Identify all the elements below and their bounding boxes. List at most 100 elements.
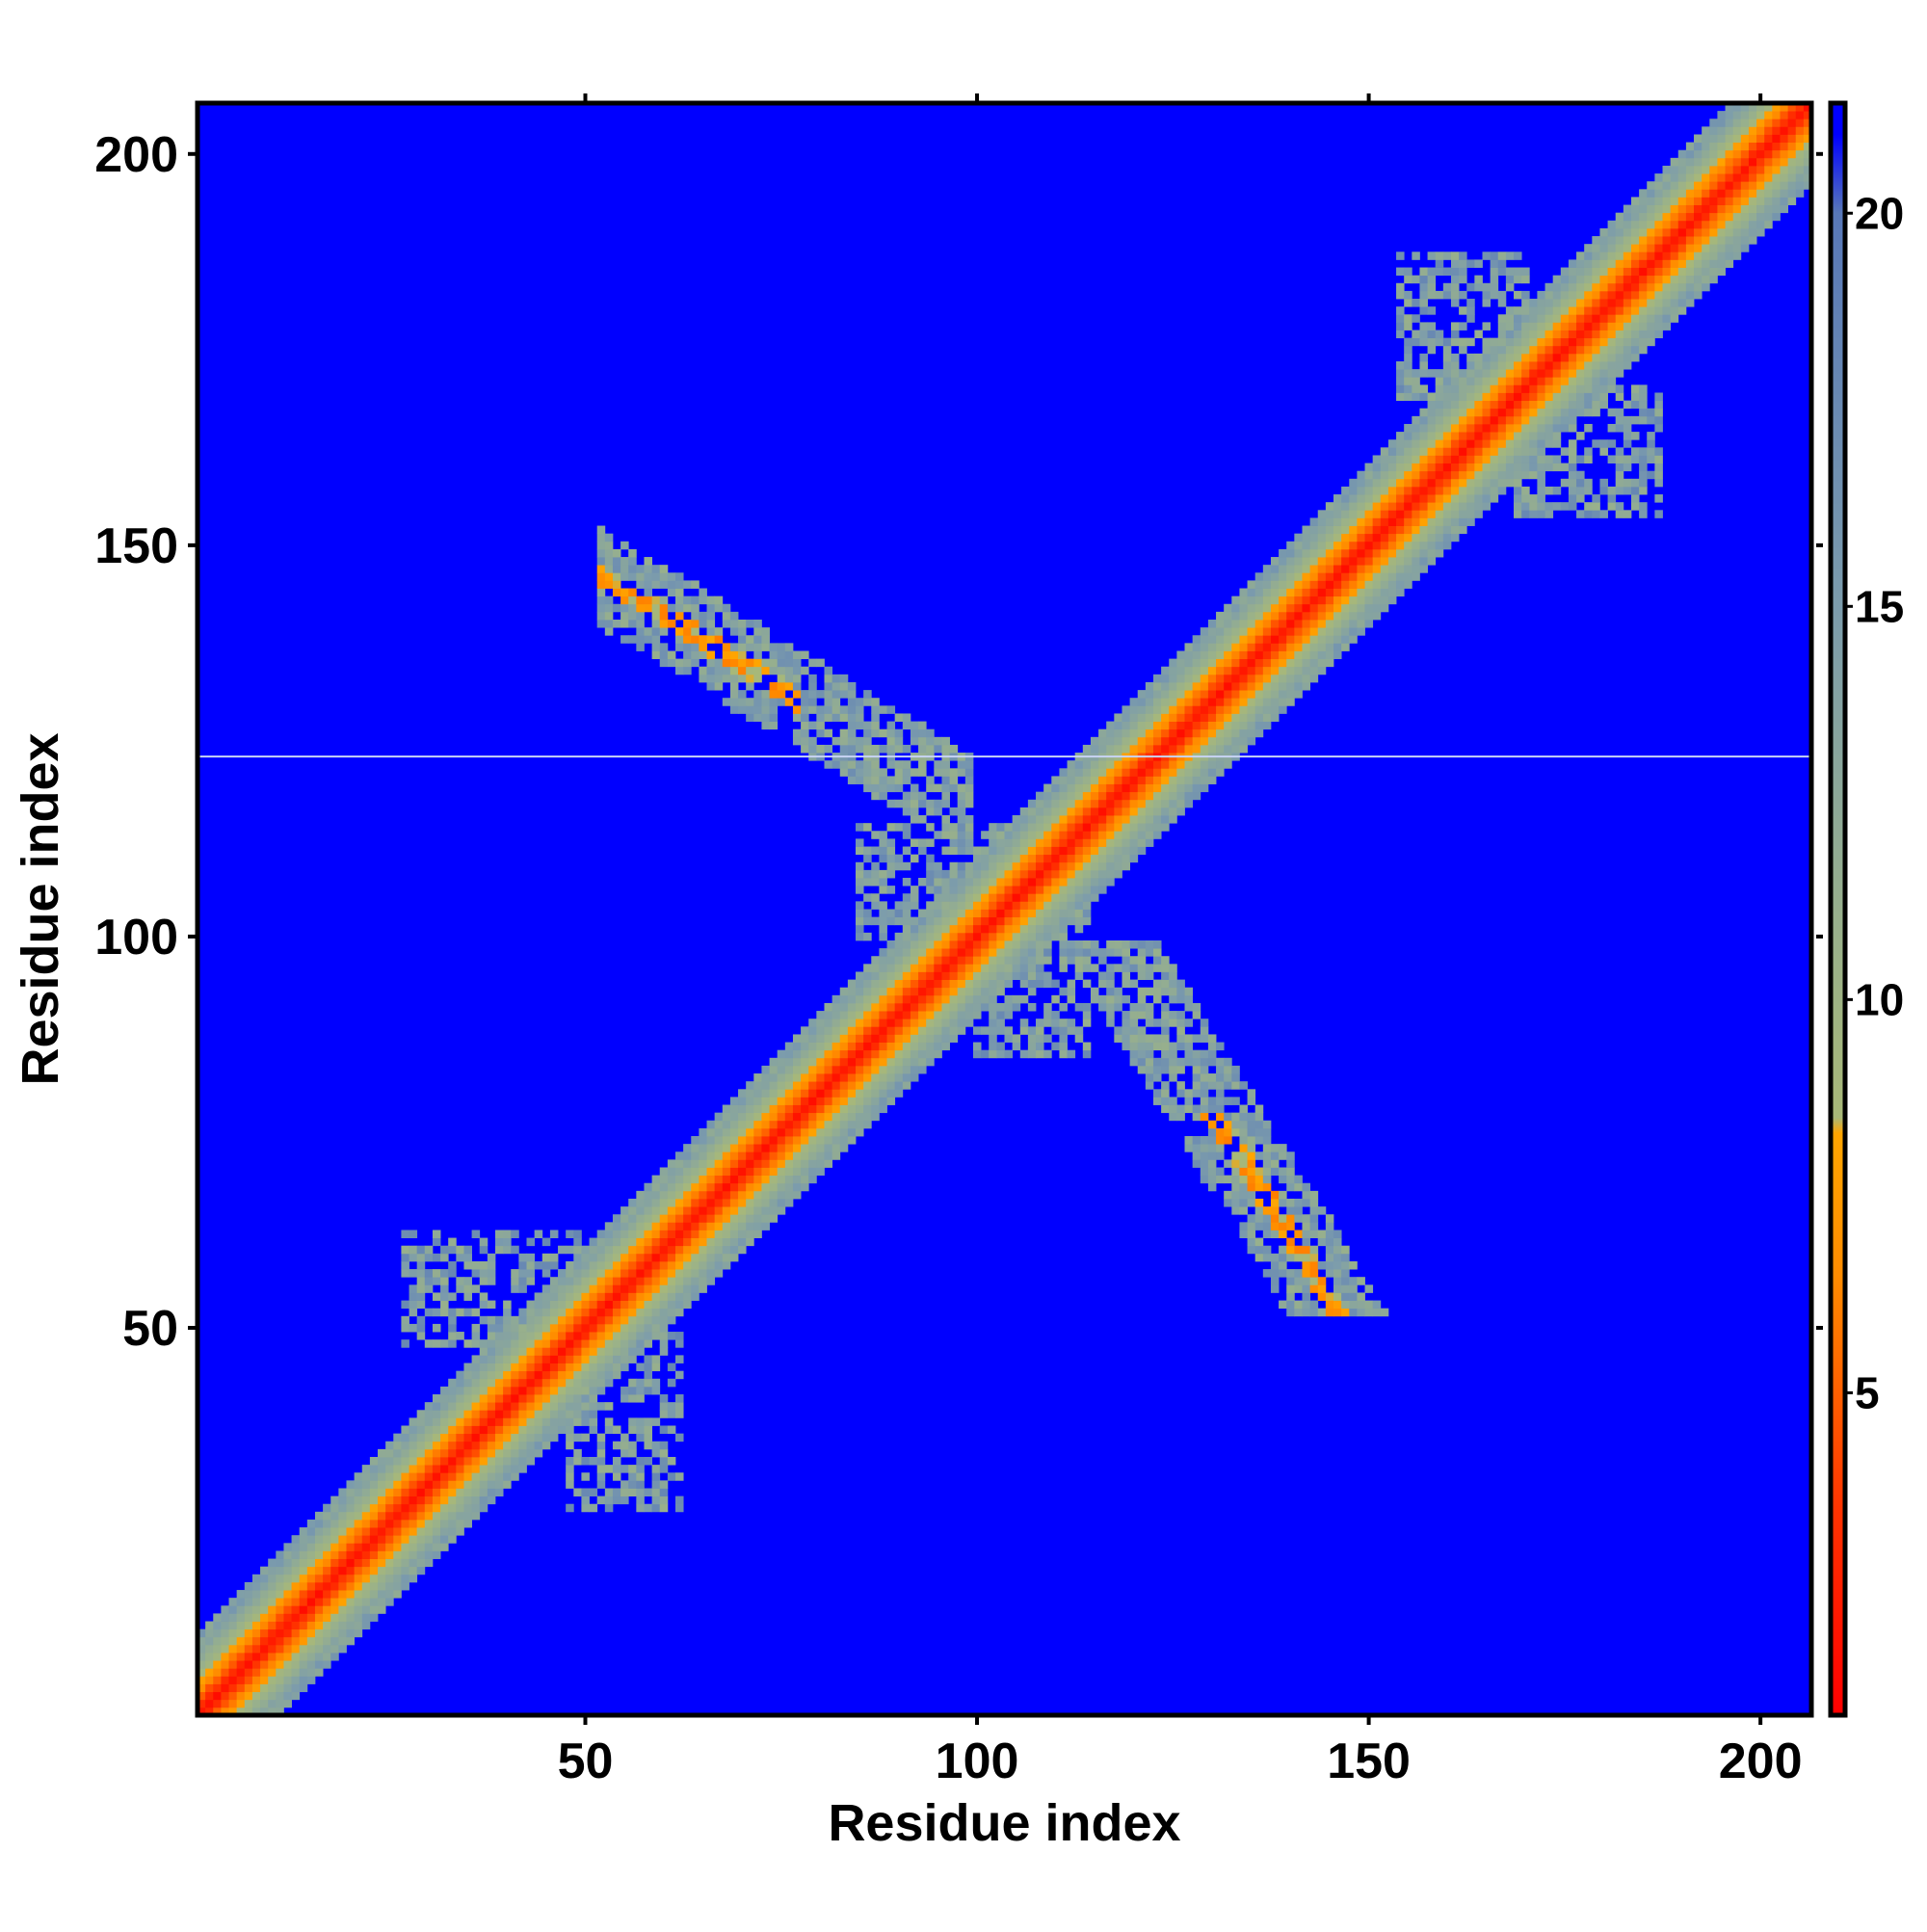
- heatmap-cell: [1254, 1182, 1264, 1192]
- heatmap-cell: [761, 1065, 770, 1074]
- heatmap-cell: [620, 1339, 629, 1348]
- heatmap-cell: [808, 658, 817, 668]
- heatmap-cell: [361, 1550, 371, 1559]
- heatmap-cell: [526, 1332, 536, 1340]
- heatmap-cell: [879, 1019, 887, 1027]
- heatmap-cell: [1114, 1034, 1122, 1043]
- heatmap-cell: [1435, 369, 1444, 378]
- heatmap-cell: [549, 1308, 559, 1317]
- heatmap-cell: [1247, 1182, 1256, 1192]
- heatmap-cell: [902, 791, 911, 801]
- heatmap-cell: [1254, 650, 1264, 660]
- heatmap-cell: [1325, 595, 1334, 605]
- heatmap-cell: [424, 1472, 434, 1481]
- heatmap-cell: [1207, 1127, 1217, 1137]
- heatmap-cell: [989, 831, 997, 839]
- heatmap-cell: [832, 681, 841, 691]
- heatmap-cell: [659, 565, 669, 573]
- heatmap-cell: [1279, 1175, 1287, 1184]
- heatmap-cell: [628, 557, 637, 566]
- heatmap-cell: [1192, 768, 1201, 777]
- heatmap-cell: [1137, 948, 1147, 957]
- heatmap-cell: [409, 1433, 418, 1442]
- heatmap-cell: [902, 807, 911, 816]
- heatmap-cell: [1435, 463, 1444, 472]
- heatmap-cell: [1466, 353, 1475, 362]
- heatmap-cell: [879, 987, 887, 996]
- heatmap-cell: [1270, 1167, 1280, 1177]
- heatmap-cell: [941, 886, 950, 894]
- heatmap-cell: [479, 1269, 488, 1278]
- heatmap-cell: [996, 916, 1005, 926]
- heatmap-cell: [886, 979, 896, 989]
- heatmap-cell: [699, 1260, 707, 1270]
- heatmap-cell: [1207, 1057, 1217, 1067]
- heatmap-cell: [832, 1057, 841, 1067]
- heatmap-cell: [1200, 1104, 1209, 1114]
- heatmap-cell: [409, 1465, 418, 1473]
- heatmap-cell: [612, 603, 621, 613]
- heatmap-cell: [863, 1042, 872, 1051]
- heatmap-cell: [1466, 415, 1475, 425]
- heatmap-cell: [323, 1558, 331, 1568]
- heatmap-cell: [981, 932, 990, 941]
- heatmap-cell: [934, 831, 942, 839]
- heatmap-cell: [1137, 815, 1147, 824]
- heatmap-cell: [1270, 580, 1280, 589]
- heatmap-cell: [1027, 807, 1037, 816]
- heatmap-cell: [894, 1049, 904, 1059]
- heatmap-cell: [1129, 823, 1139, 832]
- heatmap-cell: [1419, 557, 1428, 566]
- heatmap-cell: [268, 1644, 277, 1654]
- heatmap-cell: [918, 940, 927, 949]
- heatmap-cell: [1161, 1057, 1170, 1067]
- heatmap-cell: [1169, 1057, 1177, 1067]
- heatmap-cell: [1404, 572, 1412, 581]
- heatmap-cell: [824, 744, 833, 754]
- heatmap-cell: [1231, 1120, 1240, 1129]
- heatmap-cell: [1270, 713, 1280, 722]
- heatmap-cell: [1059, 893, 1068, 902]
- heatmap-cell: [518, 1277, 527, 1285]
- heatmap-cell: [636, 1300, 645, 1310]
- heatmap-cell: [1184, 791, 1194, 801]
- heatmap-cell: [847, 1112, 857, 1122]
- heatmap-cell: [479, 1363, 488, 1372]
- heatmap-cell: [926, 932, 935, 941]
- heatmap-cell: [683, 1222, 692, 1231]
- heatmap-cell: [761, 1151, 770, 1160]
- heatmap-cell: [1036, 924, 1044, 934]
- heatmap-cell: [910, 979, 919, 989]
- heatmap-cell: [816, 1097, 825, 1105]
- heatmap-cell: [1341, 541, 1350, 550]
- heatmap-cell: [416, 1245, 426, 1255]
- heatmap-cell: [941, 1002, 950, 1012]
- heatmap-cell: [989, 964, 997, 972]
- heatmap-cell: [1184, 768, 1194, 777]
- heatmap-cell: [456, 1488, 464, 1497]
- heatmap-cell: [910, 971, 919, 980]
- heatmap-cell: [1482, 377, 1491, 385]
- heatmap-cell: [401, 1339, 409, 1348]
- heatmap-cell: [416, 1519, 426, 1528]
- heatmap-cell: [409, 1566, 418, 1575]
- heatmap-cell: [1074, 791, 1084, 801]
- heatmap-cell: [1482, 345, 1491, 355]
- heatmap-cell: [1459, 470, 1467, 480]
- heatmap-cell: [1043, 861, 1052, 871]
- heatmap-cell: [1098, 815, 1107, 824]
- heatmap-cell: [972, 1042, 982, 1051]
- heatmap-cell: [918, 924, 927, 934]
- heatmap-cell: [863, 736, 872, 746]
- heatmap-cell: [620, 1433, 629, 1442]
- heatmap-cell: [244, 1613, 253, 1622]
- heatmap-cell: [699, 595, 707, 605]
- heatmap-cell: [471, 1441, 481, 1450]
- heatmap-cell: [1074, 831, 1084, 839]
- heatmap-cell: [1059, 1026, 1068, 1035]
- heatmap-cell: [494, 1425, 504, 1435]
- heatmap-cell: [1192, 721, 1201, 730]
- heatmap-cell: [1145, 1057, 1154, 1067]
- heatmap-cell: [346, 1543, 356, 1551]
- heatmap-cell: [1200, 1151, 1209, 1160]
